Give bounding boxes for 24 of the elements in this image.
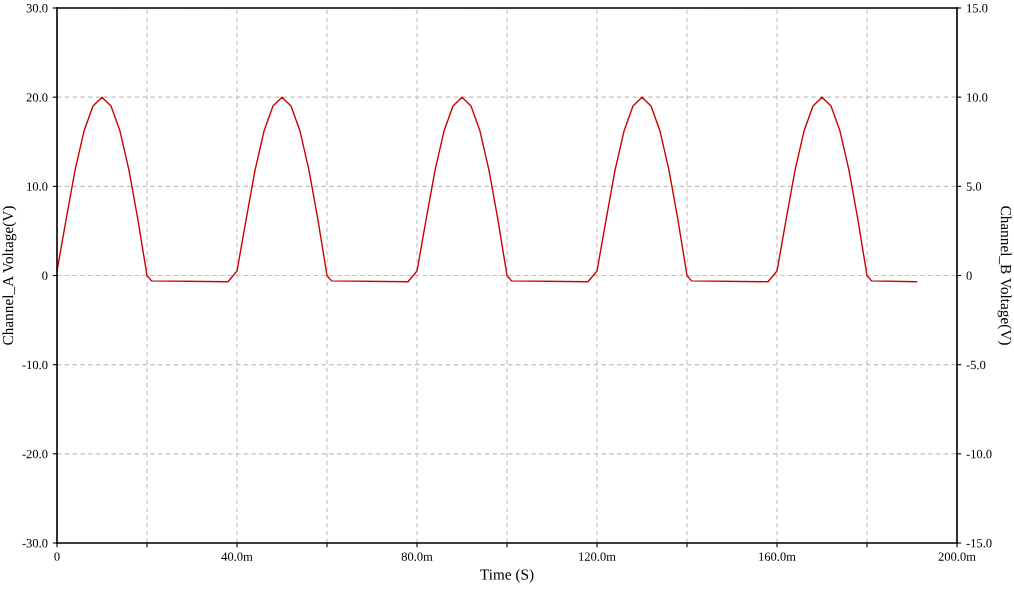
- y-tick-label: -30.0: [22, 539, 48, 548]
- y2-tick-label: 5.0: [966, 182, 982, 191]
- x-axis-title: Time (S): [480, 568, 534, 583]
- x-tick-label: 40.0m: [221, 552, 253, 561]
- y2-tick-label: 10.0: [967, 93, 988, 102]
- x-tick-label: 200.0m: [938, 552, 976, 561]
- line-series: [57, 96, 918, 283]
- x-tick-label: 160.0m: [759, 552, 796, 561]
- x-tick-label: 120.0m: [579, 552, 616, 561]
- y-tick-label: 30.0: [26, 4, 48, 13]
- y2-axis-title: Channel_B Voltage(V): [997, 206, 1012, 345]
- y2-tick-label: -10.0: [966, 449, 992, 459]
- y-tick-label: 0: [42, 271, 48, 280]
- y2-tick-label: 15.0: [967, 4, 988, 13]
- y2-tick-label: -15.0: [966, 539, 992, 548]
- y2-tick-label: -5.0: [966, 360, 986, 370]
- x-tick-label: 0: [54, 552, 60, 561]
- y2-tick-label: 0: [966, 271, 972, 280]
- y-tick-label: 20.0: [26, 93, 48, 102]
- y-tick-label: 10.0: [27, 182, 48, 191]
- y-tick-label: -20.0: [22, 449, 48, 459]
- y-axis-title: Channel_A Voltage(V): [2, 206, 17, 345]
- y-tick-label: -10.0: [22, 360, 48, 370]
- x-tick-label: 80.0m: [401, 552, 433, 561]
